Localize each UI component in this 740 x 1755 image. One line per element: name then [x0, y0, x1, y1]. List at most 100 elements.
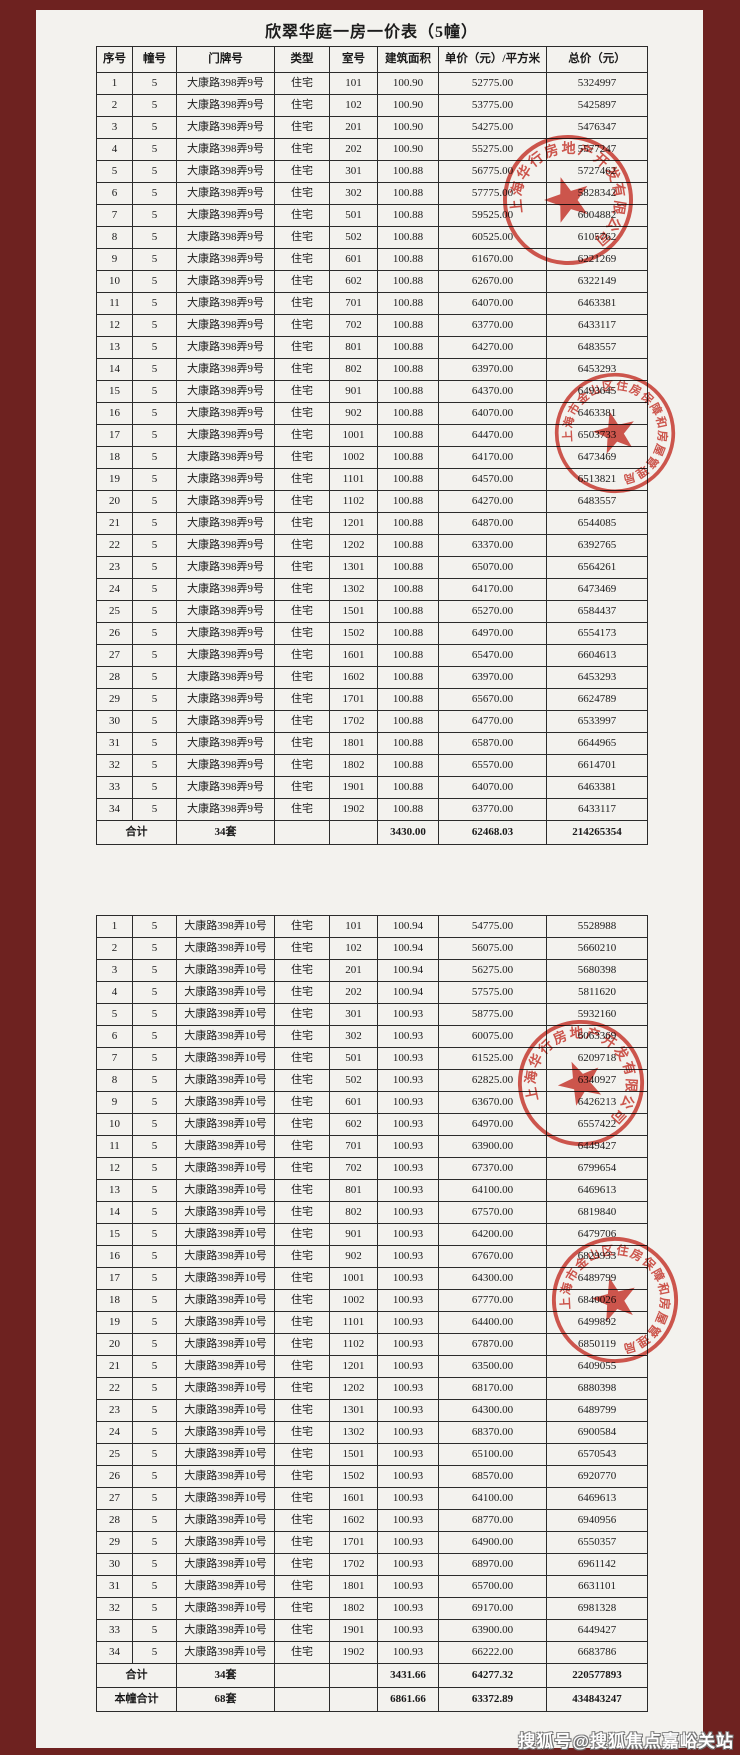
cell-room-no: 301 [329, 1003, 378, 1026]
cell-area: 100.88 [377, 534, 439, 557]
cell-address: 大康路398弄9号 [176, 248, 275, 271]
cell-room-no: 701 [329, 1135, 378, 1158]
cell-room-no: 202 [329, 138, 378, 161]
cell-address: 大康路398弄10号 [176, 981, 275, 1004]
table-row: 32 5 大康路398弄9号 住宅 1802 100.88 65570.00 6614701 [96, 754, 648, 777]
cell-unit-price: 64270.00 [438, 336, 547, 359]
cell-unit-price: 65570.00 [438, 754, 547, 777]
cell-room-no: 702 [329, 1157, 378, 1180]
col-header-room: 室号 [329, 46, 378, 73]
subtotal-row: 合计 34套 3430.00 62468.03 214265354 [96, 820, 648, 845]
cell-total-price: 6631101 [546, 1575, 648, 1598]
cell-address: 大康路398弄10号 [176, 1553, 275, 1576]
cell-building-no: 5 [132, 1311, 177, 1334]
cell-unit-price: 54275.00 [438, 116, 547, 139]
cell-type: 住宅 [274, 1597, 330, 1620]
cell-building-no: 5 [132, 1289, 177, 1312]
cell-address: 大康路398弄10号 [176, 1377, 275, 1400]
cell-index: 14 [96, 358, 133, 381]
cell-type: 住宅 [274, 600, 330, 623]
cell-area: 100.90 [377, 138, 439, 161]
table-row: 19 5 大康路398弄9号 住宅 1101 100.88 64570.00 6513821 [96, 468, 648, 491]
cell-total-price: 6499892 [546, 1311, 648, 1334]
cell-address: 大康路398弄9号 [176, 600, 275, 623]
cell-total-price: 6483557 [546, 490, 648, 513]
table-row: 4 5 大康路398弄9号 住宅 202 100.90 55275.00 5577247 [96, 138, 648, 161]
cell-type: 住宅 [274, 424, 330, 447]
cell-unit-price: 61670.00 [438, 248, 547, 271]
cell-unit-price: 64070.00 [438, 776, 547, 799]
cell-type: 住宅 [274, 292, 330, 315]
cell-index: 32 [96, 1597, 133, 1620]
cell-type: 住宅 [274, 1465, 330, 1488]
cell-address: 大康路398弄10号 [176, 915, 275, 938]
cell-address: 大康路398弄9号 [176, 710, 275, 733]
cell-room-no: 1101 [329, 468, 378, 491]
cell-area: 100.88 [377, 446, 439, 469]
cell-index: 18 [96, 446, 133, 469]
cell-grand-total-type [274, 1687, 330, 1712]
cell-grand-total-room [329, 1687, 378, 1712]
cell-type: 住宅 [274, 314, 330, 337]
cell-unit-price: 63900.00 [438, 1135, 547, 1158]
cell-room-no: 1602 [329, 1509, 378, 1532]
cell-room-no: 801 [329, 1179, 378, 1202]
cell-building-no: 5 [132, 1597, 177, 1620]
cell-address: 大康路398弄10号 [176, 1267, 275, 1290]
cell-type: 住宅 [274, 1399, 330, 1422]
cell-room-no: 1601 [329, 1487, 378, 1510]
cell-address: 大康路398弄9号 [176, 182, 275, 205]
table-row: 4 5 大康路398弄10号 住宅 202 100.94 57575.00 5811620 [96, 981, 648, 1004]
cell-building-no: 5 [132, 424, 177, 447]
cell-area: 100.93 [377, 1509, 439, 1532]
table-row: 11 5 大康路398弄9号 住宅 701 100.88 64070.00 6463381 [96, 292, 648, 315]
cell-index: 6 [96, 182, 133, 205]
cell-type: 住宅 [274, 556, 330, 579]
table-row: 20 5 大康路398弄9号 住宅 1102 100.88 64270.00 6483557 [96, 490, 648, 513]
cell-room-no: 201 [329, 959, 378, 982]
cell-unit-price: 64100.00 [438, 1179, 547, 1202]
cell-total-area: 3431.66 [377, 1663, 439, 1688]
cell-index: 12 [96, 314, 133, 337]
cell-type: 住宅 [274, 1267, 330, 1290]
cell-index: 9 [96, 248, 133, 271]
cell-type: 住宅 [274, 959, 330, 982]
cell-unit-price: 67570.00 [438, 1201, 547, 1224]
cell-area: 100.93 [377, 1003, 439, 1026]
table-row: 9 5 大康路398弄9号 住宅 601 100.88 61670.00 6221269 [96, 248, 648, 271]
cell-unit-price: 55275.00 [438, 138, 547, 161]
table-row: 1 5 大康路398弄10号 住宅 101 100.94 54775.00 5528988 [96, 915, 648, 938]
cell-total-price: 6981328 [546, 1597, 648, 1620]
cell-total-price: 5727462 [546, 160, 648, 183]
table-row: 25 5 大康路398弄9号 住宅 1501 100.88 65270.00 6584437 [96, 600, 648, 623]
cell-total-price: 220577893 [546, 1663, 648, 1688]
cell-type: 住宅 [274, 1333, 330, 1356]
table-row: 28 5 大康路398弄10号 住宅 1602 100.93 68770.00 6940956 [96, 1509, 648, 1532]
cell-type: 住宅 [274, 512, 330, 535]
cell-room-no: 1001 [329, 424, 378, 447]
cell-index: 33 [96, 1619, 133, 1642]
table-row: 34 5 大康路398弄10号 住宅 1902 100.93 66222.00 6683786 [96, 1641, 648, 1664]
page-title: 欣翠华庭一房一价表（5幢） [264, 24, 478, 41]
cell-index: 20 [96, 490, 133, 513]
cell-index: 11 [96, 1135, 133, 1158]
cell-unit-price: 66222.00 [438, 1641, 547, 1664]
cell-index: 2 [96, 937, 133, 960]
cell-type: 住宅 [274, 1047, 330, 1070]
cell-total-price: 6221269 [546, 248, 648, 271]
table-row: 6 5 大康路398弄10号 住宅 302 100.93 60075.00 6063369 [96, 1025, 648, 1048]
cell-area: 100.88 [377, 556, 439, 579]
cell-type: 住宅 [274, 1443, 330, 1466]
cell-total-price: 5324997 [546, 72, 648, 95]
cell-unit-price: 65270.00 [438, 600, 547, 623]
table-row: 19 5 大康路398弄10号 住宅 1101 100.93 64400.00 6499892 [96, 1311, 648, 1334]
table-row: 3 5 大康路398弄9号 住宅 201 100.90 54275.00 5476347 [96, 116, 648, 139]
cell-index: 7 [96, 204, 133, 227]
cell-room-no: 501 [329, 204, 378, 227]
cell-building-no: 5 [132, 1135, 177, 1158]
cell-total-type [274, 820, 330, 845]
cell-room-no: 902 [329, 402, 378, 425]
cell-index: 17 [96, 424, 133, 447]
cell-address: 大康路398弄9号 [176, 490, 275, 513]
cell-room-no: 1001 [329, 1267, 378, 1290]
